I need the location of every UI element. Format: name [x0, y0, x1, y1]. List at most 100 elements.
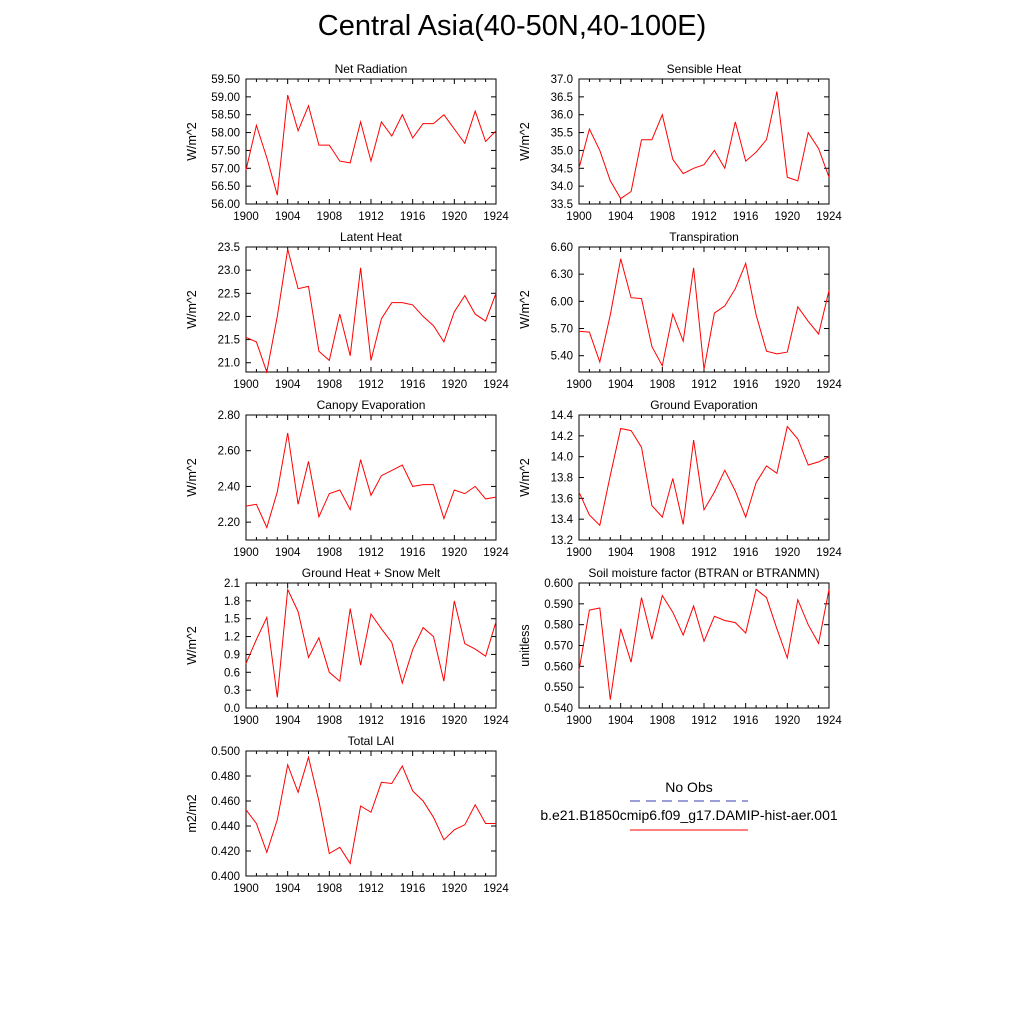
series-line — [245, 755, 496, 865]
chart-panel: 1900 1904 1908 1912 1916 1920 1924 33.5 34.0 34.5… — [518, 62, 842, 223]
y-tick-label: 14.2 — [551, 431, 573, 443]
x-tick-label: 1904 — [608, 379, 634, 391]
y-tick-label: 5.40 — [551, 351, 573, 363]
x-tick-label: 1920 — [775, 715, 801, 727]
chart-panel: 1900 1904 1908 1912 1916 1920 1924 56.00 56.50 57… — [185, 62, 509, 223]
y-tick-label: 34.5 — [551, 163, 573, 175]
x-tick-label: 1900 — [566, 379, 592, 391]
series-line — [578, 588, 830, 700]
legend-obs-label: No Obs — [665, 779, 712, 795]
x-tick-label: 1920 — [442, 211, 468, 223]
series-line — [578, 258, 830, 370]
x-tick-label: 1924 — [816, 379, 842, 391]
panel-title: Ground Heat + Snow Melt — [302, 566, 441, 580]
y-tick-label: 1.5 — [224, 614, 240, 626]
x-tick-label: 1900 — [233, 883, 259, 895]
x-tick-label: 1908 — [317, 379, 343, 391]
x-tick-label: 1900 — [566, 547, 592, 559]
panel-title: Total LAI — [348, 734, 395, 748]
y-tick-label: 6.60 — [551, 242, 573, 254]
y-tick-label: 13.4 — [551, 514, 574, 526]
y-tick-label: 0.570 — [544, 641, 573, 653]
y-tick-label: 13.8 — [551, 473, 573, 485]
x-tick-label: 1916 — [400, 211, 426, 223]
y-tick-label: 0.6 — [224, 667, 240, 679]
x-tick-label: 1924 — [483, 211, 509, 223]
x-tick-label: 1904 — [275, 547, 301, 559]
y-tick-label: 5.70 — [551, 324, 573, 336]
legend: No Obs b.e21.B1850cmip6.f09_g17.DAMIP-hi… — [540, 779, 838, 831]
y-axis-label: W/m^2 — [518, 122, 532, 161]
y-axis-label: W/m^2 — [185, 290, 199, 329]
plot-frame — [245, 78, 497, 205]
y-tick-label: 2.60 — [218, 446, 240, 458]
panel-title: Transpiration — [669, 230, 739, 244]
y-tick-label: 0.9 — [224, 649, 240, 661]
x-tick-label: 1920 — [775, 547, 801, 559]
x-tick-label: 1904 — [608, 211, 634, 223]
x-tick-label: 1920 — [442, 883, 468, 895]
y-tick-label: 37.0 — [551, 74, 573, 86]
x-tick-label: 1924 — [816, 547, 842, 559]
y-tick-label: 2.80 — [218, 410, 240, 422]
x-tick-label: 1916 — [733, 379, 759, 391]
series-line — [245, 587, 497, 698]
x-tick-label: 1912 — [358, 715, 384, 727]
y-tick-label: 13.6 — [551, 493, 573, 505]
y-tick-label: 0.580 — [544, 620, 573, 632]
y-tick-label: 0.590 — [544, 599, 573, 611]
x-tick-label: 1904 — [608, 547, 634, 559]
y-tick-label: 57.00 — [211, 163, 240, 175]
y-axis-label: W/m^2 — [518, 290, 532, 329]
y-tick-label: 0.540 — [544, 703, 573, 715]
y-tick-label: 36.0 — [551, 110, 573, 122]
y-tick-label: 0.600 — [544, 578, 573, 590]
x-tick-label: 1908 — [317, 715, 343, 727]
x-tick-label: 1904 — [275, 379, 301, 391]
x-tick-label: 1904 — [608, 715, 634, 727]
x-tick-label: 1912 — [691, 379, 717, 391]
x-tick-label: 1924 — [816, 211, 842, 223]
y-tick-label: 23.0 — [218, 265, 240, 277]
series-line — [245, 94, 497, 196]
y-axis-label: W/m^2 — [518, 458, 532, 497]
y-tick-label: 0.550 — [544, 682, 573, 694]
y-tick-label: 14.4 — [551, 410, 574, 422]
y-tick-label: 34.0 — [551, 181, 573, 193]
y-tick-label: 22.5 — [218, 288, 240, 300]
y-tick-label: 56.00 — [211, 199, 240, 211]
y-tick-label: 58.00 — [211, 128, 240, 140]
series-line — [578, 425, 830, 527]
x-tick-label: 1908 — [650, 211, 676, 223]
x-tick-label: 1904 — [275, 715, 301, 727]
chart-panel: 1900 1904 1908 1912 1916 1920 1924 0.0 0.3 0.6 0.9… — [185, 566, 509, 727]
y-tick-label: 59.00 — [211, 92, 240, 104]
x-tick-label: 1916 — [400, 715, 426, 727]
y-tick-label: 0.500 — [211, 746, 240, 758]
x-tick-label: 1920 — [775, 211, 801, 223]
x-tick-label: 1900 — [233, 379, 259, 391]
x-tick-label: 1920 — [775, 379, 801, 391]
plot-frame — [578, 582, 830, 709]
x-tick-label: 1908 — [650, 547, 676, 559]
y-axis-label: m2/m2 — [185, 794, 199, 832]
x-tick-label: 1912 — [358, 211, 384, 223]
x-tick-label: 1916 — [400, 379, 426, 391]
series-line — [578, 91, 830, 200]
series-line — [245, 432, 497, 529]
y-tick-label: 0.420 — [211, 846, 240, 858]
y-tick-label: 14.0 — [551, 452, 573, 464]
y-tick-label: 1.8 — [224, 596, 240, 608]
x-tick-label: 1908 — [317, 547, 343, 559]
y-tick-label: 0.3 — [224, 685, 240, 697]
x-tick-label: 1916 — [400, 883, 426, 895]
y-tick-label: 35.0 — [551, 145, 573, 157]
y-tick-label: 0.440 — [211, 821, 240, 833]
x-tick-label: 1912 — [691, 547, 717, 559]
y-tick-label: 0.560 — [544, 661, 573, 673]
y-tick-label: 2.20 — [218, 517, 240, 529]
y-tick-label: 21.0 — [218, 358, 240, 370]
y-tick-label: 2.40 — [218, 481, 240, 493]
x-tick-label: 1908 — [317, 883, 343, 895]
chart-panel: 1900 1904 1908 1912 1916 1920 1924 0.540 0.550 0.… — [518, 566, 842, 727]
